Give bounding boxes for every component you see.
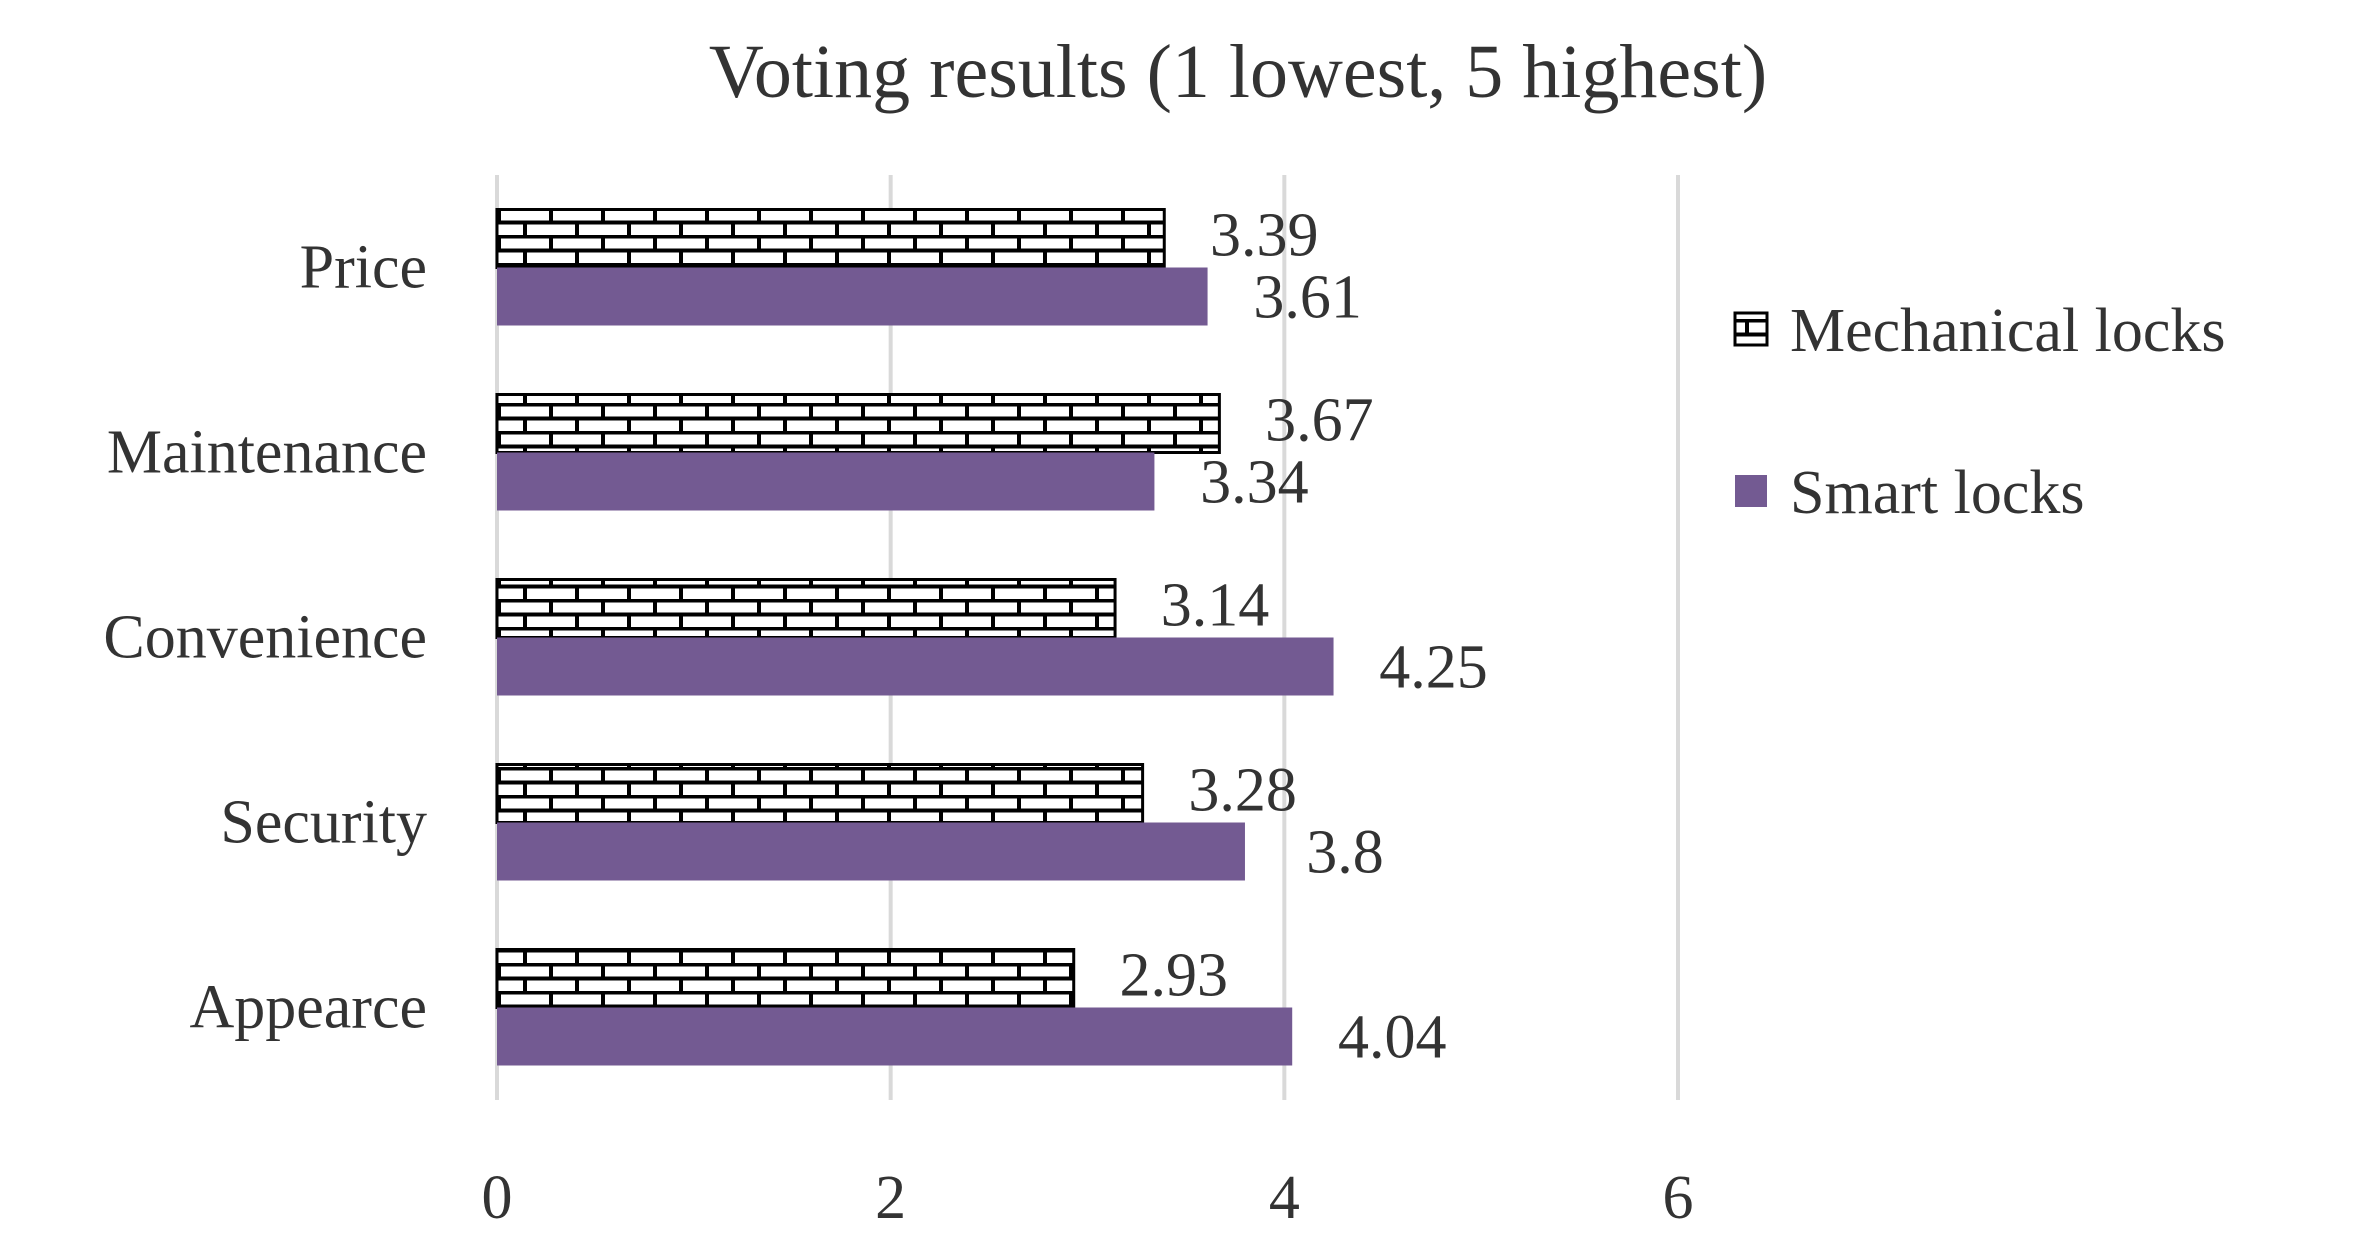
legend-item-smart-locks: Smart locks [1735, 459, 2084, 527]
category-label-maintenance: Maintenance [107, 419, 427, 487]
legend: Mechanical locks Smart locks [1733, 297, 2226, 527]
bar-smart-locks-maintenance [497, 452, 1155, 511]
data-label-mechanical-locks-security: 3.28 [1188, 757, 1297, 825]
data-label-smart-locks-convenience: 4.25 [1379, 634, 1488, 702]
legend-item-mechanical-locks: Mechanical locks [1733, 297, 2226, 365]
data-label-mechanical-locks-price: 3.39 [1210, 202, 1319, 270]
x-axis-tick-labels: 0 2 4 6 [482, 1164, 1694, 1232]
legend-label-smart-locks: Smart locks [1790, 459, 2084, 527]
x-tick-label-4: 4 [1269, 1164, 1300, 1232]
data-label-smart-locks-security: 3.8 [1306, 819, 1384, 887]
bar-mechanical-locks-appearce [495, 948, 1076, 1009]
x-tick-label-0: 0 [482, 1164, 513, 1232]
bar-smart-locks-appearce [497, 1007, 1293, 1066]
bar-mechanical-locks-price [495, 208, 1166, 269]
data-label-smart-locks-price: 3.61 [1253, 264, 1362, 332]
category-label-convenience: Convenience [103, 604, 427, 672]
bar-smart-locks-convenience [497, 637, 1334, 696]
legend-swatch-mechanical-locks [1733, 311, 1769, 347]
data-label-mechanical-locks-appearce: 2.93 [1119, 942, 1228, 1010]
x-tick-label-2: 2 [875, 1164, 906, 1232]
data-label-smart-locks-appearce: 4.04 [1338, 1004, 1447, 1072]
data-labels: 3.393.61 3.673.34 3.14 4.25 3.283.8 2.93 4.04 [1119, 202, 1487, 1072]
legend-label-mechanical-locks: Mechanical locks [1790, 297, 2226, 365]
bar-mechanical-locks-security [495, 763, 1145, 824]
category-label-appearce: Appearce [190, 974, 428, 1042]
data-label-mechanical-locks-maintenance: 3.67 [1265, 387, 1374, 455]
bar-mechanical-locks-maintenance [495, 393, 1221, 454]
data-label-smart-locks-maintenance: 3.34 [1200, 449, 1309, 517]
category-labels: Price Maintenance Convenience Security Appea… [103, 234, 427, 1042]
category-label-price: Price [300, 234, 427, 302]
bar-smart-locks-security [497, 822, 1245, 881]
legend-swatch-smart-locks [1735, 475, 1767, 507]
x-tick-label-6: 6 [1663, 1164, 1694, 1232]
bars [495, 208, 1334, 1066]
bar-mechanical-locks-convenience [495, 578, 1117, 639]
category-label-security: Security [220, 789, 427, 857]
chart-title: Voting results (1 lowest, 5 highest) [709, 30, 1767, 114]
bar-smart-locks-price [497, 267, 1208, 326]
data-label-mechanical-locks-convenience: 3.14 [1161, 572, 1270, 640]
